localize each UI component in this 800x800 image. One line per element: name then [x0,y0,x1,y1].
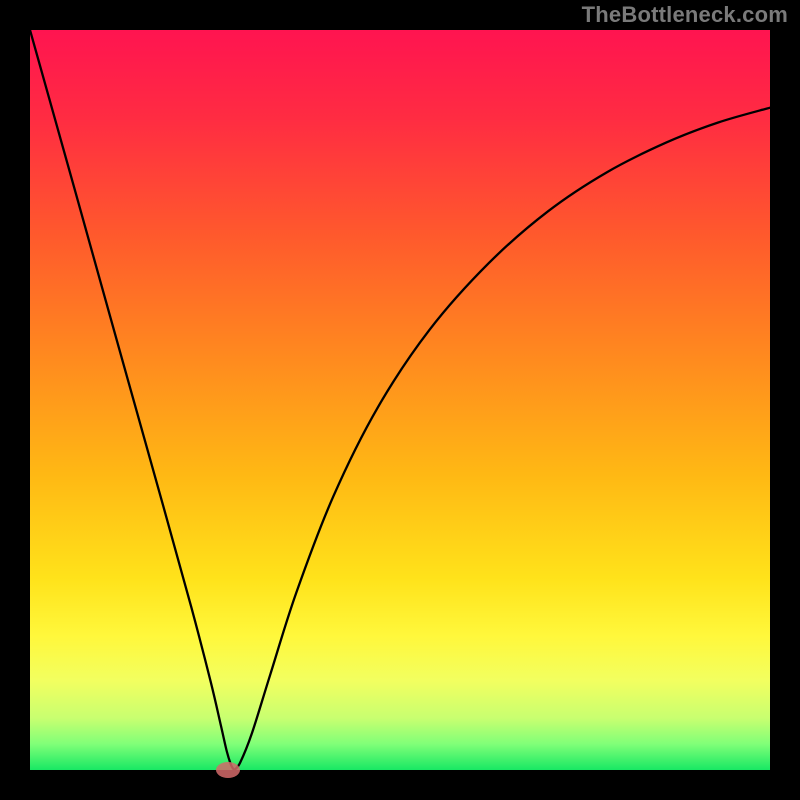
curve-left-branch [30,30,234,770]
chart-frame [0,0,30,800]
chart-frame [770,0,800,800]
bottleneck-curve [30,30,770,770]
watermark-text: TheBottleneck.com [582,2,788,28]
chart-frame [0,770,800,800]
curve-right-branch [234,108,770,770]
